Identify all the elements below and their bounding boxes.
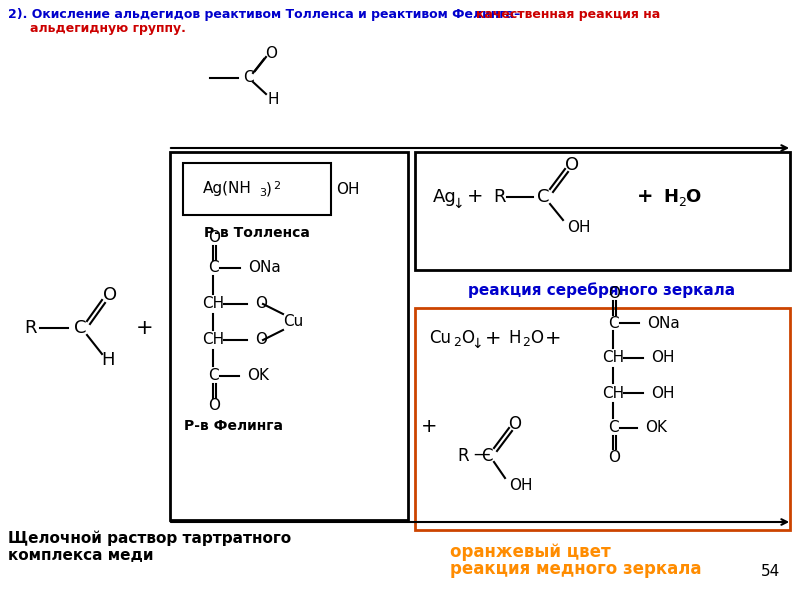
Text: Ag(NH: Ag(NH	[203, 181, 252, 196]
Bar	[170, 152, 408, 520]
Text: +: +	[421, 416, 438, 436]
Text: реакция медного зеркала: реакция медного зеркала	[450, 560, 702, 578]
Text: CH: CH	[602, 350, 624, 365]
Text: O: O	[208, 398, 220, 413]
Text: OH: OH	[567, 220, 590, 235]
Text: C: C	[242, 70, 254, 85]
Bar	[415, 152, 790, 270]
Text: Р-в Толленса: Р-в Толленса	[204, 226, 310, 240]
Text: +: +	[545, 329, 562, 347]
Text: H: H	[663, 188, 678, 206]
Text: 2: 2	[273, 181, 280, 191]
Text: OK: OK	[645, 421, 667, 436]
Text: ↓: ↓	[452, 197, 464, 211]
Text: оранжевый цвет: оранжевый цвет	[450, 543, 610, 561]
Text: OK: OK	[247, 368, 269, 383]
Text: R: R	[493, 188, 506, 206]
Text: 54: 54	[760, 565, 780, 580]
Text: 2: 2	[453, 337, 461, 349]
Text: C: C	[537, 188, 550, 206]
Text: H: H	[102, 351, 114, 369]
Text: ↓: ↓	[471, 337, 483, 351]
Text: OH: OH	[509, 479, 533, 493]
Text: реакция серебряного зеркала: реакция серебряного зеркала	[469, 282, 735, 298]
Text: O: O	[208, 230, 220, 245]
Text: комплекса меди: комплекса меди	[8, 548, 154, 563]
Text: O: O	[255, 332, 267, 347]
Text: альдегидную группу.: альдегидную группу.	[30, 22, 186, 35]
Text: O: O	[685, 188, 700, 206]
Text: O: O	[565, 156, 579, 174]
Text: +: +	[466, 187, 483, 206]
Text: Р-в Фелинга: Р-в Фелинга	[183, 419, 282, 433]
Text: O: O	[265, 46, 277, 61]
Text: CH: CH	[202, 332, 224, 347]
Text: C: C	[608, 316, 618, 331]
Text: CH: CH	[602, 385, 624, 401]
Text: R: R	[457, 447, 469, 465]
Text: Cu: Cu	[283, 314, 303, 329]
Text: OH: OH	[651, 385, 674, 401]
Text: H: H	[267, 92, 278, 107]
Text: O: O	[608, 286, 620, 301]
Bar	[183, 163, 331, 215]
Text: OH: OH	[651, 350, 674, 365]
Text: ): )	[266, 181, 272, 196]
Text: C: C	[74, 319, 86, 337]
Text: 3: 3	[259, 188, 266, 198]
Text: O: O	[509, 415, 522, 433]
Text: +: +	[485, 329, 502, 347]
Text: C: C	[208, 260, 218, 275]
Text: O: O	[608, 449, 620, 464]
Text: OH: OH	[336, 181, 359, 196]
Text: O: O	[530, 329, 543, 347]
Text: 2: 2	[678, 196, 686, 208]
Text: O: O	[103, 286, 117, 304]
Text: CH: CH	[202, 296, 224, 311]
Bar	[415, 308, 790, 530]
Text: R: R	[24, 319, 36, 337]
Text: O: O	[255, 296, 267, 311]
Text: O: O	[461, 329, 474, 347]
Text: H: H	[508, 329, 521, 347]
Text: Щелочной раствор тартратного: Щелочной раствор тартратного	[8, 530, 291, 545]
Text: +: +	[637, 187, 654, 206]
Text: —: —	[473, 445, 490, 463]
Text: +: +	[136, 318, 154, 338]
Text: качественная реакция на: качественная реакция на	[476, 8, 660, 21]
Text: ONa: ONa	[647, 316, 680, 331]
Text: 2). Окисление альдегидов реактивом Толленса и реактивом Фелинга–: 2). Окисление альдегидов реактивом Толле…	[8, 8, 525, 21]
Text: Ag: Ag	[433, 188, 457, 206]
Text: 2: 2	[522, 337, 530, 349]
Text: C: C	[608, 421, 618, 436]
Text: C: C	[482, 447, 493, 465]
Text: Cu: Cu	[429, 329, 451, 347]
Text: C: C	[208, 368, 218, 383]
Text: ONa: ONa	[248, 260, 281, 275]
